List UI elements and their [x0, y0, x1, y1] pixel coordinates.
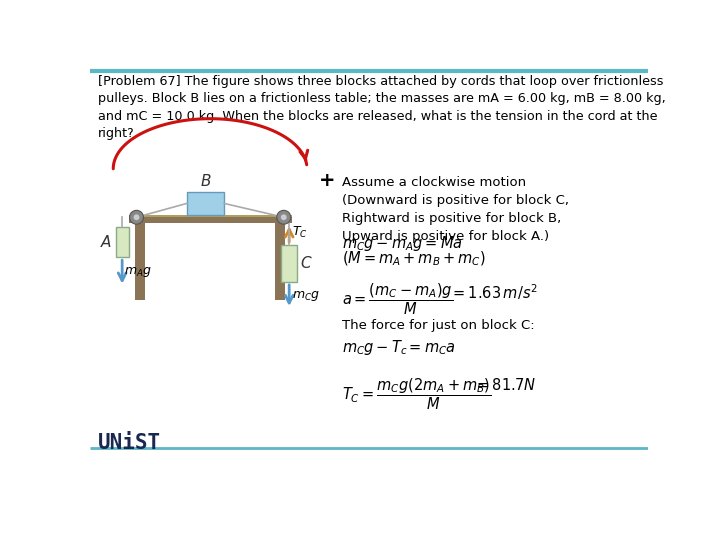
Text: $(M = m_A + m_B + m_C)$: $(M = m_A + m_B + m_C)$ — [342, 249, 486, 268]
Text: $m_Cg$: $m_Cg$ — [292, 289, 320, 303]
Text: $C$: $C$ — [300, 255, 312, 272]
Text: $m_Ag$: $m_Ag$ — [125, 265, 153, 279]
Text: [Problem 67] The figure shows three blocks attached by cords that loop over fric: [Problem 67] The figure shows three bloc… — [98, 75, 665, 140]
Bar — [275, 222, 285, 300]
Circle shape — [276, 210, 291, 224]
Text: $a = \dfrac{(m_C - m_A)g}{M}$: $a = \dfrac{(m_C - m_A)g}{M}$ — [342, 282, 453, 318]
Text: $= 81.7N$: $= 81.7N$ — [474, 377, 536, 393]
Bar — [116, 226, 129, 257]
Circle shape — [134, 214, 140, 220]
Bar — [129, 215, 292, 222]
Circle shape — [281, 214, 287, 220]
Bar — [135, 222, 145, 300]
Text: $A$: $A$ — [100, 234, 112, 250]
Bar — [129, 215, 292, 217]
Text: $= 1.63\,m/s^2$: $= 1.63\,m/s^2$ — [451, 282, 538, 302]
Bar — [187, 192, 224, 215]
Text: $m_Cg - T_c = m_Ca$: $m_Cg - T_c = m_Ca$ — [342, 338, 456, 357]
Text: The force for just on block C:: The force for just on block C: — [342, 319, 534, 332]
Text: $T_C$: $T_C$ — [292, 225, 307, 240]
Text: $m_Cg - m_Ag = Ma$: $m_Cg - m_Ag = Ma$ — [342, 234, 462, 253]
Text: +: + — [319, 171, 335, 190]
Circle shape — [130, 210, 143, 224]
Text: $B$: $B$ — [199, 173, 211, 189]
Text: $T_C = \dfrac{m_Cg(2m_A + m_B)}{M}$: $T_C = \dfrac{m_Cg(2m_A + m_B)}{M}$ — [342, 377, 492, 412]
Text: UNiST: UNiST — [98, 433, 161, 453]
Bar — [282, 245, 297, 282]
Text: Assume a clockwise motion
(Downward is positive for block C,
Rightward is positi: Assume a clockwise motion (Downward is p… — [342, 177, 569, 244]
